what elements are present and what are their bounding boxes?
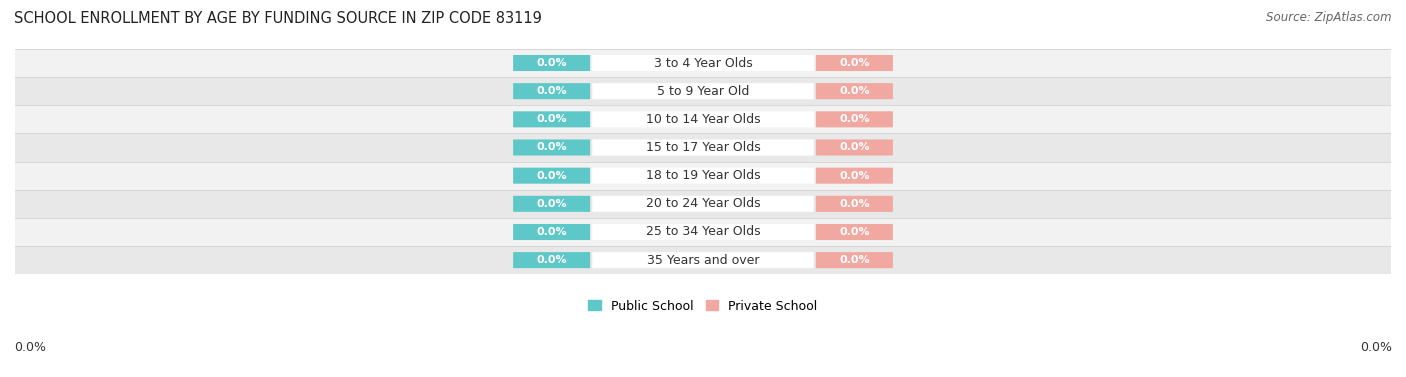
Text: 25 to 34 Year Olds: 25 to 34 Year Olds [645, 225, 761, 239]
Text: 18 to 19 Year Olds: 18 to 19 Year Olds [645, 169, 761, 182]
Text: 0.0%: 0.0% [536, 86, 567, 96]
Text: 15 to 17 Year Olds: 15 to 17 Year Olds [645, 141, 761, 154]
FancyBboxPatch shape [513, 168, 591, 184]
FancyBboxPatch shape [513, 83, 591, 99]
Text: 20 to 24 Year Olds: 20 to 24 Year Olds [645, 197, 761, 210]
Bar [15, 190, 1391, 218]
FancyBboxPatch shape [513, 252, 591, 268]
Bar [15, 246, 1391, 274]
Bar [15, 49, 1391, 77]
Bar [15, 218, 1391, 246]
FancyBboxPatch shape [592, 224, 814, 240]
Text: 0.0%: 0.0% [839, 199, 870, 209]
FancyBboxPatch shape [513, 55, 591, 71]
Text: 0.0%: 0.0% [839, 255, 870, 265]
Text: 0.0%: 0.0% [839, 143, 870, 153]
Text: 35 Years and over: 35 Years and over [647, 254, 759, 267]
FancyBboxPatch shape [815, 196, 893, 212]
Bar [15, 105, 1391, 133]
Text: 0.0%: 0.0% [839, 227, 870, 237]
Text: 0.0%: 0.0% [536, 199, 567, 209]
FancyBboxPatch shape [592, 111, 814, 127]
FancyBboxPatch shape [815, 252, 893, 268]
Text: SCHOOL ENROLLMENT BY AGE BY FUNDING SOURCE IN ZIP CODE 83119: SCHOOL ENROLLMENT BY AGE BY FUNDING SOUR… [14, 11, 541, 26]
Text: 0.0%: 0.0% [839, 171, 870, 181]
FancyBboxPatch shape [592, 139, 814, 156]
FancyBboxPatch shape [815, 224, 893, 240]
Text: 0.0%: 0.0% [536, 171, 567, 181]
Text: 0.0%: 0.0% [536, 255, 567, 265]
FancyBboxPatch shape [513, 111, 591, 127]
FancyBboxPatch shape [592, 83, 814, 99]
FancyBboxPatch shape [592, 168, 814, 184]
Text: 0.0%: 0.0% [839, 114, 870, 124]
FancyBboxPatch shape [815, 168, 893, 184]
Text: 0.0%: 0.0% [536, 227, 567, 237]
FancyBboxPatch shape [815, 55, 893, 71]
Text: 0.0%: 0.0% [1360, 342, 1392, 354]
Text: 0.0%: 0.0% [536, 143, 567, 153]
Text: 10 to 14 Year Olds: 10 to 14 Year Olds [645, 113, 761, 126]
FancyBboxPatch shape [815, 139, 893, 156]
Bar [15, 133, 1391, 162]
FancyBboxPatch shape [592, 196, 814, 212]
Text: 0.0%: 0.0% [839, 58, 870, 68]
FancyBboxPatch shape [513, 224, 591, 240]
FancyBboxPatch shape [815, 83, 893, 99]
FancyBboxPatch shape [513, 139, 591, 156]
Text: 0.0%: 0.0% [536, 114, 567, 124]
FancyBboxPatch shape [592, 55, 814, 71]
FancyBboxPatch shape [815, 111, 893, 127]
Text: Source: ZipAtlas.com: Source: ZipAtlas.com [1267, 11, 1392, 24]
Legend: Public School, Private School: Public School, Private School [583, 294, 823, 317]
Text: 0.0%: 0.0% [536, 58, 567, 68]
Bar [15, 77, 1391, 105]
Bar [15, 162, 1391, 190]
Text: 0.0%: 0.0% [14, 342, 46, 354]
FancyBboxPatch shape [513, 196, 591, 212]
FancyBboxPatch shape [592, 252, 814, 268]
Text: 5 to 9 Year Old: 5 to 9 Year Old [657, 85, 749, 98]
Text: 3 to 4 Year Olds: 3 to 4 Year Olds [654, 57, 752, 69]
Text: 0.0%: 0.0% [839, 86, 870, 96]
